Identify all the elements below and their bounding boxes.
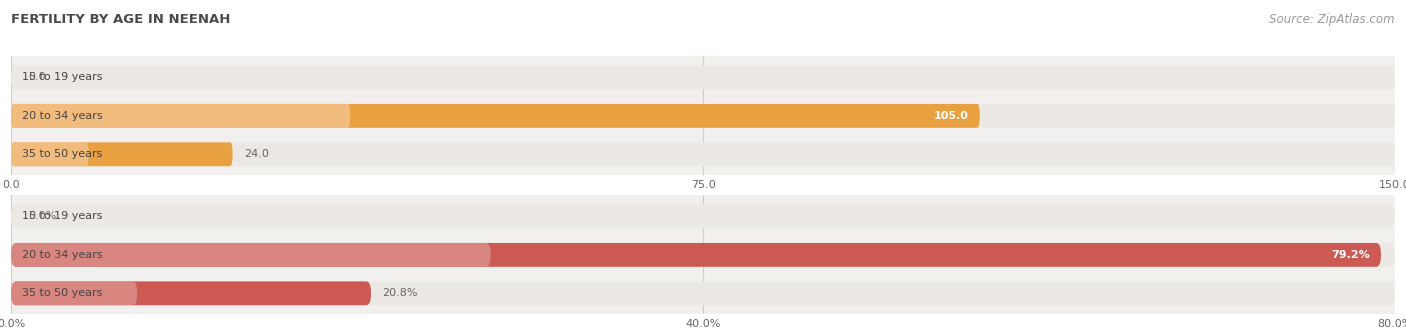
Text: 0.0%: 0.0%	[28, 212, 56, 221]
FancyBboxPatch shape	[11, 66, 1395, 89]
Text: 15 to 19 years: 15 to 19 years	[22, 212, 103, 221]
FancyBboxPatch shape	[11, 281, 371, 305]
Text: Source: ZipAtlas.com: Source: ZipAtlas.com	[1270, 13, 1395, 26]
Text: 20.8%: 20.8%	[382, 288, 418, 298]
Text: 20 to 34 years: 20 to 34 years	[22, 111, 103, 121]
Text: 105.0: 105.0	[934, 111, 969, 121]
FancyBboxPatch shape	[11, 243, 491, 267]
FancyBboxPatch shape	[11, 243, 1395, 267]
Text: 24.0: 24.0	[243, 149, 269, 159]
FancyBboxPatch shape	[11, 104, 1395, 128]
Text: 79.2%: 79.2%	[1331, 250, 1369, 260]
FancyBboxPatch shape	[11, 281, 1395, 305]
Text: 35 to 50 years: 35 to 50 years	[22, 288, 103, 298]
FancyBboxPatch shape	[11, 281, 138, 305]
Text: 20 to 34 years: 20 to 34 years	[22, 250, 103, 260]
FancyBboxPatch shape	[11, 142, 1395, 166]
Text: 0.0: 0.0	[28, 72, 45, 82]
FancyBboxPatch shape	[11, 142, 232, 166]
Text: 15 to 19 years: 15 to 19 years	[22, 72, 103, 82]
Text: 35 to 50 years: 35 to 50 years	[22, 149, 103, 159]
Text: FERTILITY BY AGE IN NEENAH: FERTILITY BY AGE IN NEENAH	[11, 13, 231, 26]
FancyBboxPatch shape	[11, 243, 1381, 267]
FancyBboxPatch shape	[11, 205, 1395, 228]
FancyBboxPatch shape	[11, 104, 980, 128]
FancyBboxPatch shape	[11, 142, 89, 166]
FancyBboxPatch shape	[11, 104, 350, 128]
